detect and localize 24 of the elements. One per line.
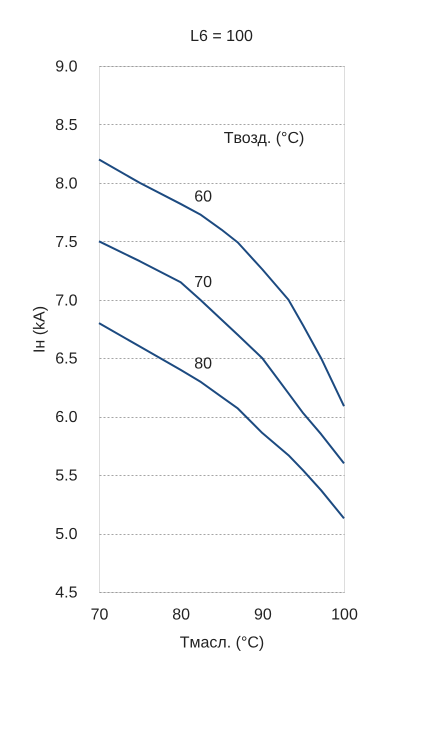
y-tick-label: 8.5 xyxy=(55,116,78,134)
y-tick-label: 9.0 xyxy=(55,58,78,76)
y-tick-label: 5.0 xyxy=(55,526,78,544)
series-label: 60 xyxy=(194,188,212,206)
y-axis-title: Iн (kA) xyxy=(31,306,48,354)
y-tick-label: 4.5 xyxy=(55,584,78,602)
line-series xyxy=(98,322,345,520)
chart-title: L6 = 100 xyxy=(190,28,253,45)
y-tick-label: 6.0 xyxy=(55,409,78,426)
x-tick-label: 80 xyxy=(172,606,190,624)
line-series xyxy=(98,240,345,464)
series-label: 70 xyxy=(194,274,212,291)
series-label: 80 xyxy=(194,356,212,373)
line-series xyxy=(98,158,345,408)
y-tick-label: 7.0 xyxy=(55,292,78,310)
x-tick-label: 100 xyxy=(331,606,358,624)
y-tick-label: 5.5 xyxy=(55,468,78,485)
annotation: Tвозд. (°C) xyxy=(224,130,304,147)
x-axis-title: Tмасл. (°C) xyxy=(180,634,264,652)
y-tick-label: 6.5 xyxy=(55,350,78,368)
y-tick-label: 8.0 xyxy=(55,175,78,192)
x-tick-label: 70 xyxy=(90,606,108,624)
x-tick-label: 90 xyxy=(254,606,272,624)
y-tick-label: 7.5 xyxy=(55,234,78,251)
